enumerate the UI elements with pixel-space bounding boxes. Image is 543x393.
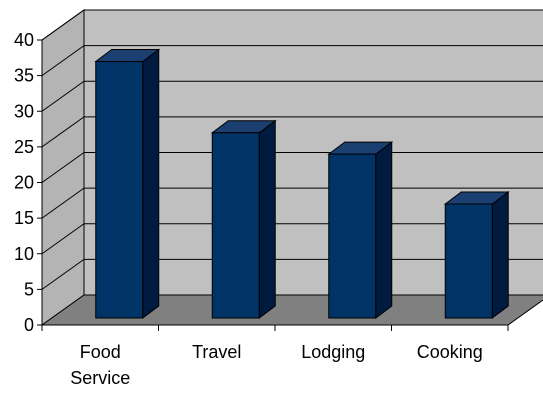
side-gridline	[41, 152, 85, 183]
side-gridline	[41, 9, 85, 41]
bar-front	[328, 153, 377, 319]
y-tick-label: 15	[14, 208, 34, 228]
x-tick-label: Lodging	[301, 342, 365, 362]
bar-side	[375, 141, 393, 319]
x-axis: Food Service Travel Lodging Cooking	[41, 325, 509, 388]
side-wall-gridlines	[41, 9, 85, 290]
bar-side	[491, 191, 509, 319]
side-gridline	[41, 223, 85, 255]
y-tick-label: 10	[14, 244, 34, 264]
y-tick-label: 20	[14, 173, 34, 193]
y-tick-label: 0	[24, 315, 34, 335]
x-tick-label: Travel	[192, 342, 241, 362]
bar-front	[444, 203, 493, 319]
bar-cooking	[443, 191, 510, 319]
bar-side	[142, 48, 160, 319]
y-tick-label: 30	[14, 101, 34, 121]
side-gridline	[41, 80, 85, 112]
y-tick-label: 40	[14, 30, 34, 50]
chart-floor	[40, 294, 543, 326]
bar-front	[95, 61, 144, 319]
y-tick-label: 25	[14, 137, 34, 157]
y-tick-label: 5	[24, 279, 34, 299]
y-tick-label: 35	[14, 66, 34, 86]
side-gridline	[41, 116, 85, 148]
bar-front	[211, 132, 260, 319]
bar-side	[258, 119, 276, 319]
side-gridline	[41, 258, 85, 290]
side-gridline	[41, 187, 85, 219]
bar-lodging	[327, 141, 394, 319]
x-tick-label: Food Service	[70, 342, 130, 388]
bar-food-service	[94, 48, 161, 319]
bar-travel	[210, 119, 277, 319]
side-gridline	[41, 45, 85, 77]
x-tick-label: Cooking	[417, 342, 483, 362]
bar-series	[94, 48, 510, 319]
y-axis: 0 5 10 15 20 25 30 35 40	[14, 30, 43, 335]
